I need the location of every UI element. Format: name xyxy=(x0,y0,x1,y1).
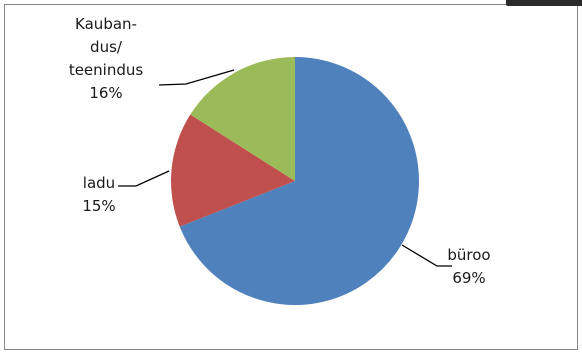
label-buroo: büroo 69% xyxy=(438,244,500,290)
label-ladu: ladu 15% xyxy=(77,172,121,218)
label-kaubandus-line2: dus/ xyxy=(90,38,122,56)
label-buroo-name: büroo xyxy=(447,246,491,264)
leader-buroo xyxy=(401,244,452,267)
label-kaubandus-line1: Kauban- xyxy=(75,15,137,33)
slice-ladu xyxy=(171,114,295,227)
label-ladu-name: ladu xyxy=(82,174,116,192)
slice-kaubandus xyxy=(190,57,295,181)
corner-image-fragment xyxy=(506,0,582,6)
leader-ladu xyxy=(118,170,170,187)
label-kaubandus: Kauban- dus/ teenindus 16% xyxy=(58,13,154,105)
slice-buroo xyxy=(179,57,420,305)
label-buroo-percent: 69% xyxy=(452,269,486,287)
leader-kaubandus xyxy=(158,69,235,86)
label-kaubandus-percent: 16% xyxy=(89,84,123,102)
label-ladu-percent: 15% xyxy=(82,197,116,215)
label-kaubandus-line3: teenindus xyxy=(68,61,144,79)
